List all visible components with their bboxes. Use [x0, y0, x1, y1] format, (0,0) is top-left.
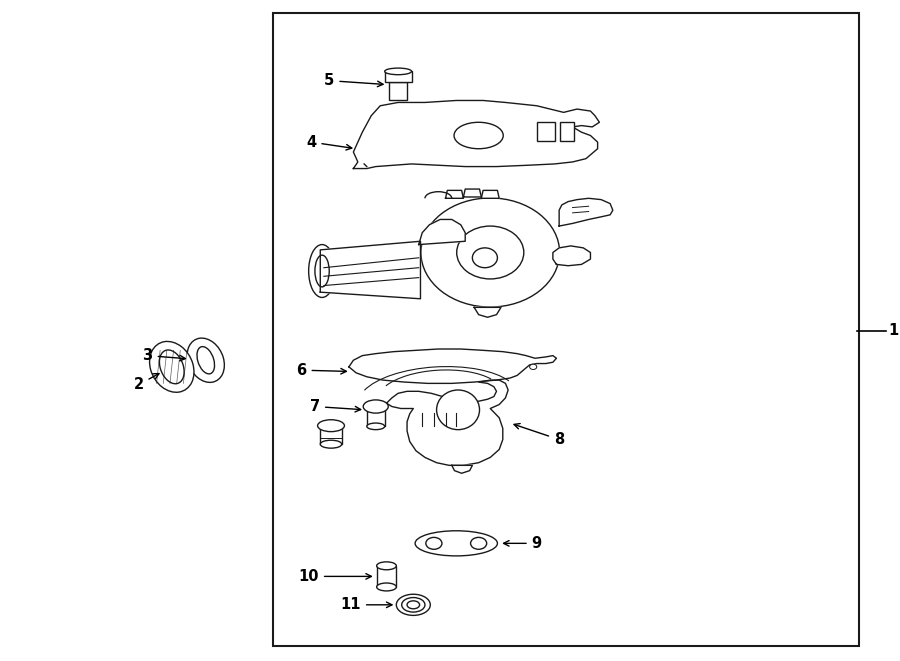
Ellipse shape: [384, 68, 411, 75]
FancyBboxPatch shape: [389, 82, 407, 100]
Ellipse shape: [318, 420, 345, 432]
FancyBboxPatch shape: [320, 426, 342, 444]
Text: 10: 10: [299, 569, 372, 584]
Ellipse shape: [309, 245, 336, 297]
FancyBboxPatch shape: [376, 566, 396, 587]
Ellipse shape: [187, 338, 224, 383]
Text: 7: 7: [310, 399, 361, 414]
Ellipse shape: [426, 537, 442, 549]
Ellipse shape: [407, 601, 419, 609]
Text: 4: 4: [306, 135, 352, 150]
Ellipse shape: [159, 350, 184, 384]
Polygon shape: [553, 246, 590, 266]
Text: 5: 5: [324, 73, 383, 88]
FancyBboxPatch shape: [384, 71, 411, 82]
Polygon shape: [559, 198, 613, 226]
Polygon shape: [349, 349, 556, 383]
Polygon shape: [446, 190, 464, 198]
Text: 8: 8: [514, 424, 564, 447]
Ellipse shape: [149, 342, 194, 392]
Ellipse shape: [529, 364, 536, 369]
Polygon shape: [354, 100, 599, 169]
Ellipse shape: [415, 531, 498, 556]
Polygon shape: [418, 219, 465, 245]
Text: 3: 3: [142, 348, 185, 363]
Ellipse shape: [472, 248, 498, 268]
Polygon shape: [474, 307, 501, 317]
Ellipse shape: [401, 598, 425, 612]
Ellipse shape: [320, 440, 342, 448]
FancyBboxPatch shape: [560, 122, 574, 141]
FancyBboxPatch shape: [367, 407, 384, 426]
Ellipse shape: [197, 346, 214, 374]
Polygon shape: [482, 190, 500, 198]
Polygon shape: [320, 241, 420, 299]
Text: 9: 9: [503, 536, 542, 551]
Ellipse shape: [421, 198, 560, 307]
Ellipse shape: [376, 583, 396, 591]
Ellipse shape: [376, 562, 396, 570]
Polygon shape: [464, 189, 482, 197]
Ellipse shape: [367, 423, 384, 430]
FancyBboxPatch shape: [536, 122, 554, 141]
Ellipse shape: [364, 400, 388, 413]
Text: 11: 11: [340, 598, 392, 612]
Ellipse shape: [315, 255, 329, 287]
Ellipse shape: [456, 226, 524, 279]
Ellipse shape: [436, 390, 480, 430]
Text: 6: 6: [296, 363, 346, 377]
Ellipse shape: [396, 594, 430, 615]
Polygon shape: [386, 380, 508, 465]
Ellipse shape: [454, 122, 503, 149]
Polygon shape: [452, 465, 472, 473]
Text: 1: 1: [888, 323, 898, 338]
Ellipse shape: [471, 537, 487, 549]
Text: 2: 2: [133, 373, 159, 392]
Bar: [273, 13, 859, 646]
